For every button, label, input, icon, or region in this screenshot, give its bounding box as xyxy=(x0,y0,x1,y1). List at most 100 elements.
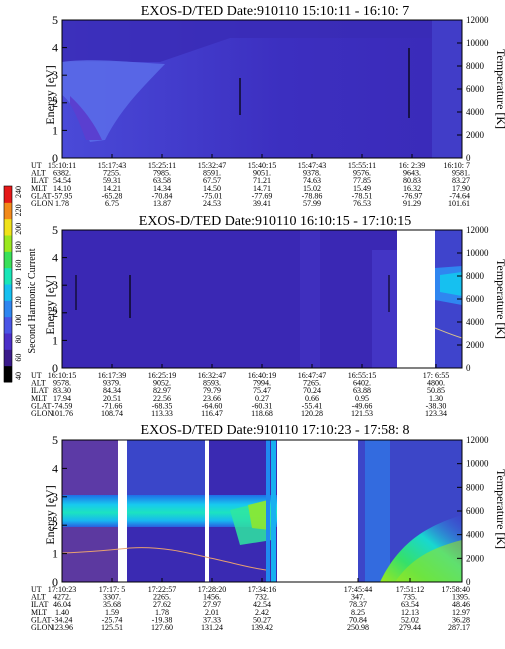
table-cell: -68.35 xyxy=(152,401,173,410)
colorbar-tick-label: 120 xyxy=(14,296,23,308)
colorbar-tick-label: 60 xyxy=(14,354,23,362)
energy-tick-label: 1 xyxy=(52,123,58,137)
table-cell: 15:25:11 xyxy=(148,161,176,170)
table-cell: 63.54 xyxy=(401,600,419,609)
table-cell: 14.10 xyxy=(53,184,71,193)
panel-2-energy-label: Energy [eV] xyxy=(43,275,57,334)
table-cell: 74.63 xyxy=(303,176,321,185)
table-cell: 27.62 xyxy=(153,600,171,609)
table-row-label: ILAT xyxy=(31,176,48,185)
colorbar-swatch xyxy=(4,251,12,269)
table-cell: 23.66 xyxy=(203,394,221,403)
colorbar-tick-label: 40 xyxy=(14,372,23,380)
temp-tick-label: 8000 xyxy=(466,61,485,71)
table-cell: 63.58 xyxy=(153,176,171,185)
table-cell: 123.96 xyxy=(51,623,73,632)
table-cell: 279.44 xyxy=(399,623,421,632)
table-cell: 15:47:43 xyxy=(298,161,326,170)
temp-tick-label: 6000 xyxy=(466,294,485,304)
table-cell: 17:45:44 xyxy=(344,585,372,594)
table-cell: 75.47 xyxy=(253,386,271,395)
table-cell: 67.57 xyxy=(203,176,221,185)
table-cell: -65.28 xyxy=(102,191,123,200)
panel-1-axes: 0 1 2 3 4 5 0 2000 4000 6000 8000 10000 12000 xyxy=(52,13,489,165)
table-cell: 15:32:47 xyxy=(198,161,226,170)
panel-1-table: UT 15:10:11 15:17:43 15:25:11 15:32:47 15:40:… xyxy=(31,161,470,208)
table-cell: -19.38 xyxy=(152,615,173,624)
table-cell: 121.53 xyxy=(351,409,373,418)
table-cell: 14.50 xyxy=(203,184,221,193)
table-cell: 9578. xyxy=(53,379,71,388)
table-cell: 9052. xyxy=(153,379,171,388)
energy-tick-label: 5 xyxy=(52,223,58,237)
table-cell: 54.54 xyxy=(53,176,71,185)
table-row-label: ALT xyxy=(31,379,46,388)
table-cell: 78.37 xyxy=(349,600,367,609)
table-cell: -78.51 xyxy=(352,191,373,200)
colorbar-swatch xyxy=(4,333,12,350)
table-row-label: GLAT xyxy=(31,191,52,200)
table-cell: 12.13 xyxy=(401,608,419,617)
table-cell: 22.56 xyxy=(153,394,171,403)
temp-tick-label: 0 xyxy=(466,153,471,163)
table-cell: 48.46 xyxy=(452,600,470,609)
table-cell: 7255. xyxy=(103,169,121,178)
table-row-label: UT xyxy=(31,585,42,594)
table-cell: 16:25:19 xyxy=(148,371,176,380)
colorbar-swatch xyxy=(4,365,12,383)
colorbar-tick-label: 100 xyxy=(14,315,23,327)
table-cell: 16:10:15 xyxy=(48,371,76,380)
table-cell: -75.01 xyxy=(202,191,223,200)
energy-tick-label: 5 xyxy=(52,433,58,447)
panel-2-axes: 0 1 2 3 4 5 0 2000 4000 6000 8000 10000 12000 xyxy=(52,223,489,375)
table-cell: 17:28:20 xyxy=(198,585,226,594)
panel-3-spectrogram xyxy=(61,440,462,582)
table-cell: 70.24 xyxy=(303,386,321,395)
table-cell: 17:34:16 xyxy=(248,585,276,594)
table-cell: 1.59 xyxy=(105,608,119,617)
temp-tick-label: 10000 xyxy=(466,459,489,469)
energy-tick-label: 4 xyxy=(52,251,58,265)
table-cell: 15:40:15 xyxy=(248,161,276,170)
table-cell: 1.78 xyxy=(155,608,169,617)
table-cell: 24.53 xyxy=(203,199,221,208)
table-cell: 46.04 xyxy=(53,600,71,609)
colorbar-frame xyxy=(3,185,13,383)
table-cell: 15.02 xyxy=(303,184,321,193)
table-cell: 6402. xyxy=(353,379,371,388)
colorbar-tick-label: 80 xyxy=(14,335,23,343)
panel-1-energy-label: Energy [eV] xyxy=(43,65,57,124)
table-row-label: UT xyxy=(31,371,42,380)
energy-tick-label: 4 xyxy=(52,41,58,55)
table-cell: 37.33 xyxy=(203,615,221,624)
table-cell: 3307. xyxy=(103,593,121,602)
table-row-label: ILAT xyxy=(31,386,48,395)
table-cell: 4272. xyxy=(53,593,71,602)
table-row-label: GLAT xyxy=(31,401,52,410)
colorbar-tick-label: 200 xyxy=(14,223,23,235)
table-cell: 27.97 xyxy=(203,600,221,609)
colorbar-tick-label: 160 xyxy=(14,260,23,272)
table-cell: 79.79 xyxy=(203,386,221,395)
table-cell: 16:47:47 xyxy=(298,371,326,380)
table-cell: 63.88 xyxy=(353,386,371,395)
table-cell: -71.66 xyxy=(102,401,123,410)
colorbar-label: Second Harmonic Current xyxy=(27,248,38,353)
table-cell: 15.49 xyxy=(353,184,371,193)
table-cell: 16: 2:39 xyxy=(399,161,425,170)
table-cell: 84.34 xyxy=(103,386,121,395)
table-cell: 57.99 xyxy=(303,199,321,208)
table-cell: -57.95 xyxy=(52,191,73,200)
table-cell: 17:51:12 xyxy=(396,585,424,594)
colorbar-tick-label: 180 xyxy=(14,241,23,253)
table-cell: 13.87 xyxy=(153,199,171,208)
table-cell: -55.41 xyxy=(302,401,323,410)
temp-tick-label: 8000 xyxy=(466,482,485,492)
table-cell: 16:32:47 xyxy=(198,371,226,380)
table-cell: 250.98 xyxy=(347,623,369,632)
table-row-label: ILAT xyxy=(31,600,48,609)
energy-tick-label: 2 xyxy=(52,96,58,110)
table-cell: -25.74 xyxy=(102,615,123,624)
table-cell: 139.42 xyxy=(251,623,273,632)
